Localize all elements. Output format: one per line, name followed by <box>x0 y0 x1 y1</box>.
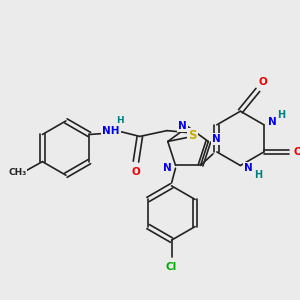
Text: H: H <box>117 116 124 125</box>
Text: N: N <box>268 117 277 127</box>
Text: N: N <box>212 134 220 144</box>
Text: NH: NH <box>102 126 119 136</box>
Text: O: O <box>258 77 267 87</box>
Text: N: N <box>244 164 253 173</box>
Text: N: N <box>178 121 187 131</box>
Text: N: N <box>164 163 172 173</box>
Text: S: S <box>188 129 197 142</box>
Text: Cl: Cl <box>166 262 177 272</box>
Text: CH₃: CH₃ <box>8 168 26 177</box>
Text: O: O <box>132 167 140 177</box>
Text: H: H <box>277 110 285 120</box>
Text: H: H <box>254 170 262 180</box>
Text: O: O <box>293 147 300 157</box>
